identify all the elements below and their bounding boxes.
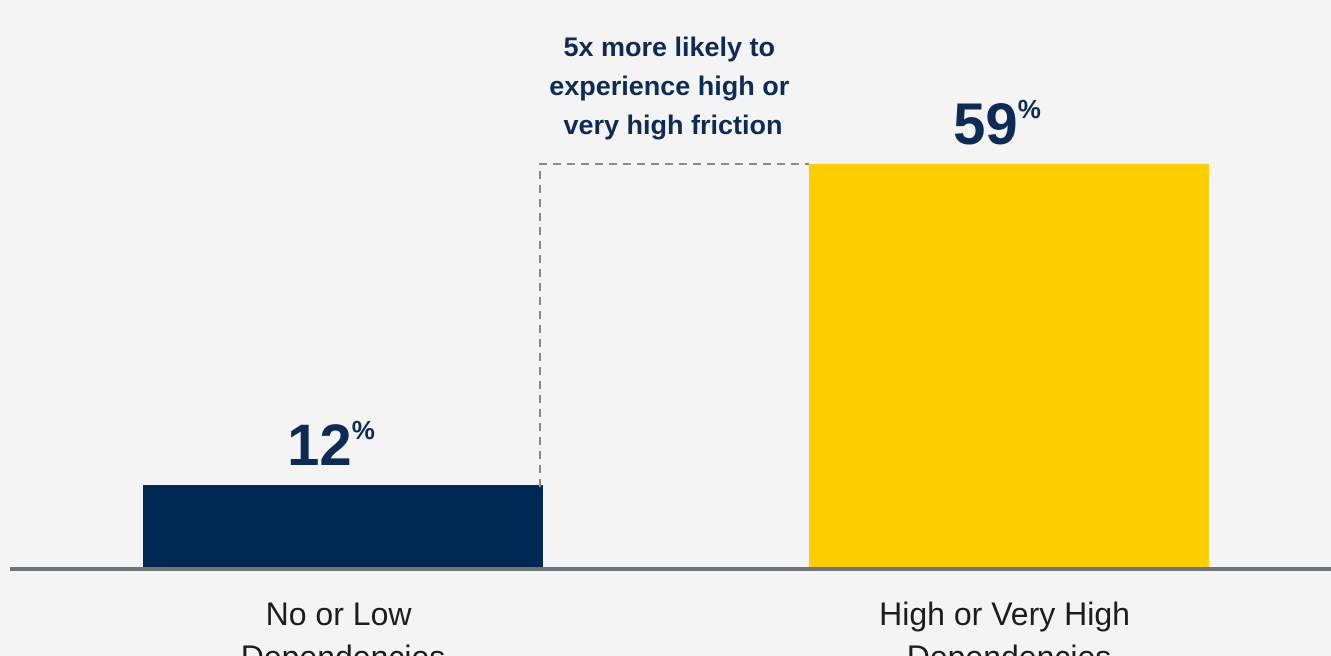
category-label-no-or-low-line-2: Dependencies (241, 639, 446, 656)
annotation-line-1: 5x more likely to (563, 32, 775, 62)
bar-no-or-low (143, 485, 543, 567)
category-label-high-or-very-high: High or Very High Dependencies (879, 596, 1139, 656)
value-number-high-or-very-high: 59 (953, 92, 1018, 157)
value-labels-layer: 12%59% (287, 92, 1041, 478)
value-percent-sign-high-or-very-high: % (1018, 94, 1041, 124)
annotation-line-3: very high friction (563, 110, 782, 140)
value-label-high-or-very-high: 59% (953, 92, 1041, 157)
value-number-no-or-low: 12 (287, 413, 352, 478)
category-label-high-line-1: High or Very High (879, 596, 1130, 632)
category-label-no-or-low: No or Low Dependencies (241, 596, 446, 656)
bar-high-or-very-high (809, 164, 1209, 567)
category-labels-layer: No or Low Dependencies High or Very High… (241, 596, 1139, 656)
annotation-line-2: experience high or (549, 71, 790, 101)
bars-layer (143, 164, 1209, 567)
category-label-high-line-2: Dependencies (907, 639, 1112, 656)
value-label-no-or-low: 12% (287, 413, 375, 478)
comparison-annotation: 5x more likely to experience high or ver… (549, 32, 797, 140)
comparison-connector-line (539, 163, 809, 488)
category-label-no-or-low-line-1: No or Low (266, 596, 413, 632)
value-percent-sign-no-or-low: % (352, 415, 375, 445)
